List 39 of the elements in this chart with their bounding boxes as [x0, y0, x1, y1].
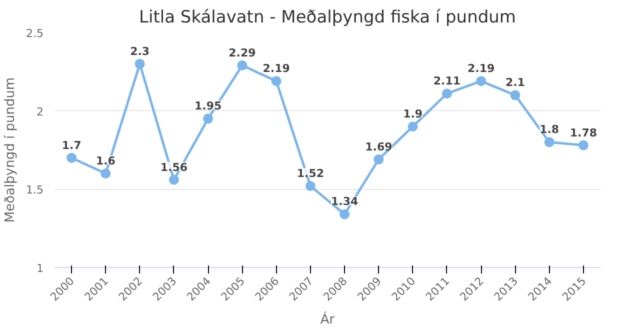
data-label: 1.78: [570, 126, 598, 140]
data-label: 2.3: [130, 44, 150, 58]
point: [510, 90, 520, 100]
data-label: 1.9: [403, 108, 423, 120]
point: [100, 168, 111, 178]
data-label: 2.29: [228, 46, 256, 60]
point: [442, 88, 452, 99]
data-label: 1.56: [160, 160, 188, 174]
data-label: 2.19: [262, 62, 290, 76]
data-label: 1.6: [96, 154, 116, 168]
point: [66, 152, 77, 163]
point: [578, 140, 588, 150]
data-label: 1.7: [62, 138, 82, 152]
point: [305, 181, 316, 192]
point: [374, 154, 384, 164]
x-axis-title: Ár: [320, 310, 336, 328]
data-label: 1.52: [296, 167, 324, 180]
y-tick-label: 2: [36, 105, 44, 118]
data-label: 2.1: [505, 76, 525, 90]
data-label: 1.69: [365, 140, 392, 154]
point: [168, 174, 179, 185]
data-label: 1.34: [330, 195, 358, 208]
point: [476, 76, 486, 86]
point: [544, 137, 554, 148]
point: [271, 76, 282, 86]
point: [408, 122, 418, 132]
data-label: 1.8: [540, 123, 560, 136]
y-tick-label: 1.5: [26, 184, 44, 197]
data-label: 2.19: [467, 62, 495, 76]
point: [237, 60, 248, 70]
point: [340, 209, 350, 220]
y-axis-title: Meðalþyngd í pundum: [3, 77, 18, 223]
y-tick-label: 2.5: [26, 27, 44, 40]
data-label: 1.95: [194, 100, 222, 113]
point: [203, 114, 214, 124]
y-tick-label: 1: [36, 262, 44, 275]
chart-title: Litla Skálavatn - Meðalþyngd fiska í pundum: [139, 8, 516, 28]
data-label: 2.11: [433, 74, 461, 88]
point: [134, 58, 145, 69]
